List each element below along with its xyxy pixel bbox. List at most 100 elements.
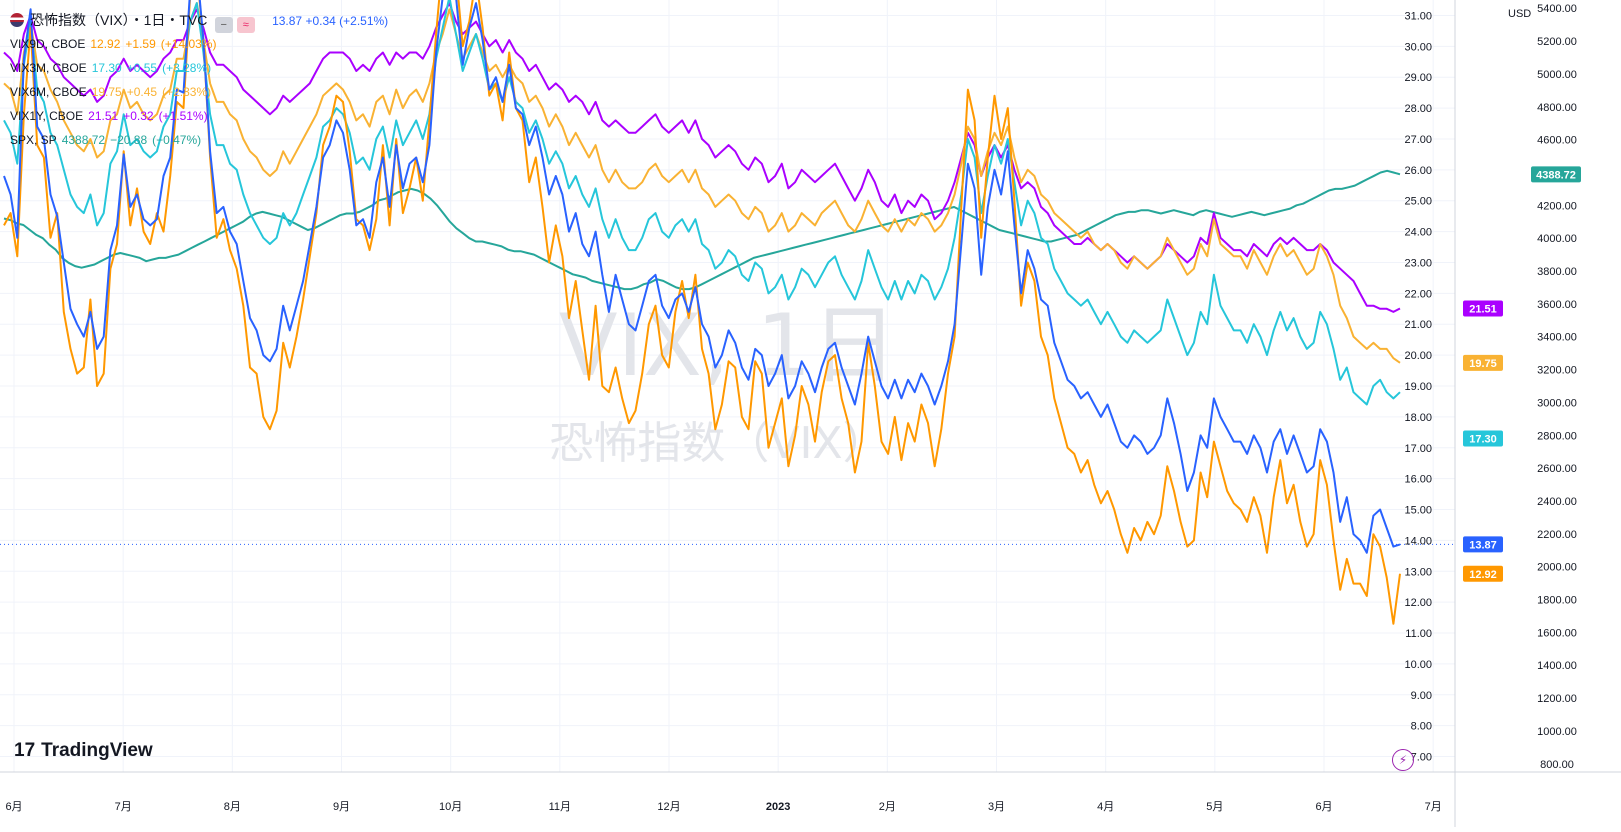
vix-axis-tick: 28.00 <box>1404 103 1432 115</box>
currency-selector[interactable]: USD <box>1508 8 1532 20</box>
main-change: +0.34 <box>305 14 336 28</box>
vix-axis-tick: 13.00 <box>1404 566 1432 578</box>
series-line-vix9d <box>3 0 1401 625</box>
legend-pct: (+14.03%) <box>160 37 217 51</box>
vix-axis-tick: 9.00 <box>1411 690 1432 702</box>
price-tag-label: 21.51 <box>1469 303 1497 315</box>
wave-icon[interactable]: ≈ <box>236 17 255 33</box>
spx-axis-tick: 1600.00 <box>1537 627 1577 639</box>
vix-axis-tick: 21.00 <box>1404 319 1432 331</box>
vix-axis-tick: 30.00 <box>1404 41 1432 53</box>
legend: 恐怖指数（VIX）・1日・TVC − ≈ 13.87 +0.34 (+2.51%)… <box>10 8 388 152</box>
series-line-vix3m <box>3 0 1401 406</box>
legend-item[interactable]: SPX, SP 4388.72 −20.88 (−0.47%) <box>10 128 388 152</box>
price-tag-bg <box>1463 354 1503 371</box>
vix-axis-tick: 25.00 <box>1404 196 1432 208</box>
legend-value: 21.51 <box>88 109 119 123</box>
spx-axis-tick: 2000.00 <box>1537 562 1577 574</box>
vix-axis-tick: 20.00 <box>1404 350 1432 362</box>
legend-item[interactable]: VIX1Y, CBOE 21.51 +0.32 (+1.51%) <box>10 104 388 128</box>
time-axis-tick: 4月 <box>1097 801 1114 813</box>
vix-axis-tick: 11.00 <box>1405 628 1432 640</box>
legend-item[interactable]: VIX9D, CBOE 12.92 +1.59 (+14.03%) <box>10 32 388 56</box>
vix-axis-tick: 27.00 <box>1404 134 1432 146</box>
watermark-line2: 恐怖指数（VIX） <box>549 418 886 469</box>
spx-axis-tick: 1000.00 <box>1537 726 1577 738</box>
series-line-spx <box>3 169 1401 291</box>
series-line-vix1y <box>3 2 1401 313</box>
price-tag-bg <box>1463 430 1503 447</box>
vix-axis-tick: 24.00 <box>1404 227 1432 239</box>
legend-item[interactable]: VIX3M, CBOE 17.30 +0.55 (+3.28%) <box>10 56 388 80</box>
legend-change: +0.32 <box>123 109 154 123</box>
legend-value: 4388.72 <box>61 133 106 147</box>
spx-axis-tick: 4600.00 <box>1537 135 1577 147</box>
legend-pct: (+3.28%) <box>162 61 212 75</box>
time-axis-tick: 2月 <box>879 801 896 813</box>
spx-axis-tick: 3600.00 <box>1537 299 1577 311</box>
spx-axis-tick: 2600.00 <box>1537 463 1577 475</box>
spx-axis-tick: 4800.00 <box>1537 102 1577 114</box>
time-axis-tick: 2023 <box>766 801 790 813</box>
price-tag-bg <box>1463 300 1503 317</box>
spx-axis-tick: 3200.00 <box>1537 365 1577 377</box>
vix-axis-tick: 16.00 <box>1404 474 1432 486</box>
brand-mark-icon: 17 <box>14 740 36 761</box>
legend-symbol: VIX6M, CBOE <box>10 85 87 99</box>
lightning-icon[interactable]: ⚡ <box>1392 749 1414 771</box>
series-line-vix <box>3 0 1401 554</box>
vix-axis-tick: 18.00 <box>1404 412 1432 424</box>
price-tag-label: 12.92 <box>1469 569 1497 581</box>
spx-axis-tick: 3000.00 <box>1537 397 1577 409</box>
spx-axis-tick: 2800.00 <box>1537 430 1577 442</box>
chart-interval: ・1日・TVC <box>129 12 208 28</box>
spx-axis-tick: 5400.00 <box>1537 3 1577 15</box>
watermark-line1: VIX, 1日 <box>559 296 898 396</box>
time-axis-tick: 7月 <box>1425 801 1442 813</box>
main-value: 13.87 <box>272 14 303 28</box>
legend-value: 12.92 <box>90 37 121 51</box>
spx-axis-tick: 5000.00 <box>1537 69 1577 81</box>
spx-axis-tick: 1400.00 <box>1537 660 1577 672</box>
vix-axis-tick: 14.00 <box>1404 535 1432 547</box>
price-tag-bg <box>1463 536 1503 553</box>
vix-axis-tick: 15.00 <box>1404 505 1432 517</box>
legend-change: +0.45 <box>126 85 158 99</box>
legend-symbol: SPX, SP <box>10 133 57 147</box>
price-tag-label: 19.75 <box>1469 358 1497 370</box>
legend-change: +0.55 <box>126 61 158 75</box>
spx-axis-tick: 4200.00 <box>1537 200 1577 212</box>
time-axis-tick: 8月 <box>224 801 241 813</box>
us-flag-icon <box>10 13 24 27</box>
spx-axis-tick: 800.00 <box>1540 759 1574 771</box>
legend-item[interactable]: VIX6M, CBOE 19.75 +0.45 (+2.33%) <box>10 80 388 104</box>
spx-axis-tick: 5200.00 <box>1537 36 1577 48</box>
price-tag-label: 13.87 <box>1469 539 1497 551</box>
time-axis-tick: 9月 <box>333 801 350 813</box>
legend-symbol: VIX3M, CBOE <box>10 61 87 75</box>
legend-symbol: VIX1Y, CBOE <box>10 109 84 123</box>
legend-symbol: VIX9D, CBOE <box>10 37 86 51</box>
spx-axis-tick: 4000.00 <box>1537 233 1577 245</box>
spx-axis-tick: 2400.00 <box>1537 496 1577 508</box>
time-axis-tick: 10月 <box>439 801 462 813</box>
vix-axis-tick: 8.00 <box>1411 721 1432 733</box>
time-axis-tick: 5月 <box>1206 801 1223 813</box>
vix-axis-tick: 29.00 <box>1404 72 1432 84</box>
vix-axis-tick: 10.00 <box>1404 659 1432 671</box>
main-change-pct: (+2.51%) <box>339 14 389 28</box>
spx-axis-tick: 2200.00 <box>1537 529 1577 541</box>
vix-axis-tick: 19.00 <box>1404 381 1432 393</box>
minus-icon[interactable]: − <box>214 17 233 33</box>
spx-axis-tick: 3400.00 <box>1537 332 1577 344</box>
vix-axis-tick: 7.00 <box>1411 752 1432 764</box>
legend-pct: (−0.47%) <box>152 133 202 147</box>
vix-axis-tick: 22.00 <box>1404 288 1432 300</box>
price-tag-label: 4388.72 <box>1536 169 1576 181</box>
legend-change: −20.88 <box>110 133 148 147</box>
time-axis-tick: 6月 <box>1315 801 1332 813</box>
spx-axis-tick: 3800.00 <box>1537 266 1577 278</box>
vix-axis-tick: 26.00 <box>1404 165 1432 177</box>
